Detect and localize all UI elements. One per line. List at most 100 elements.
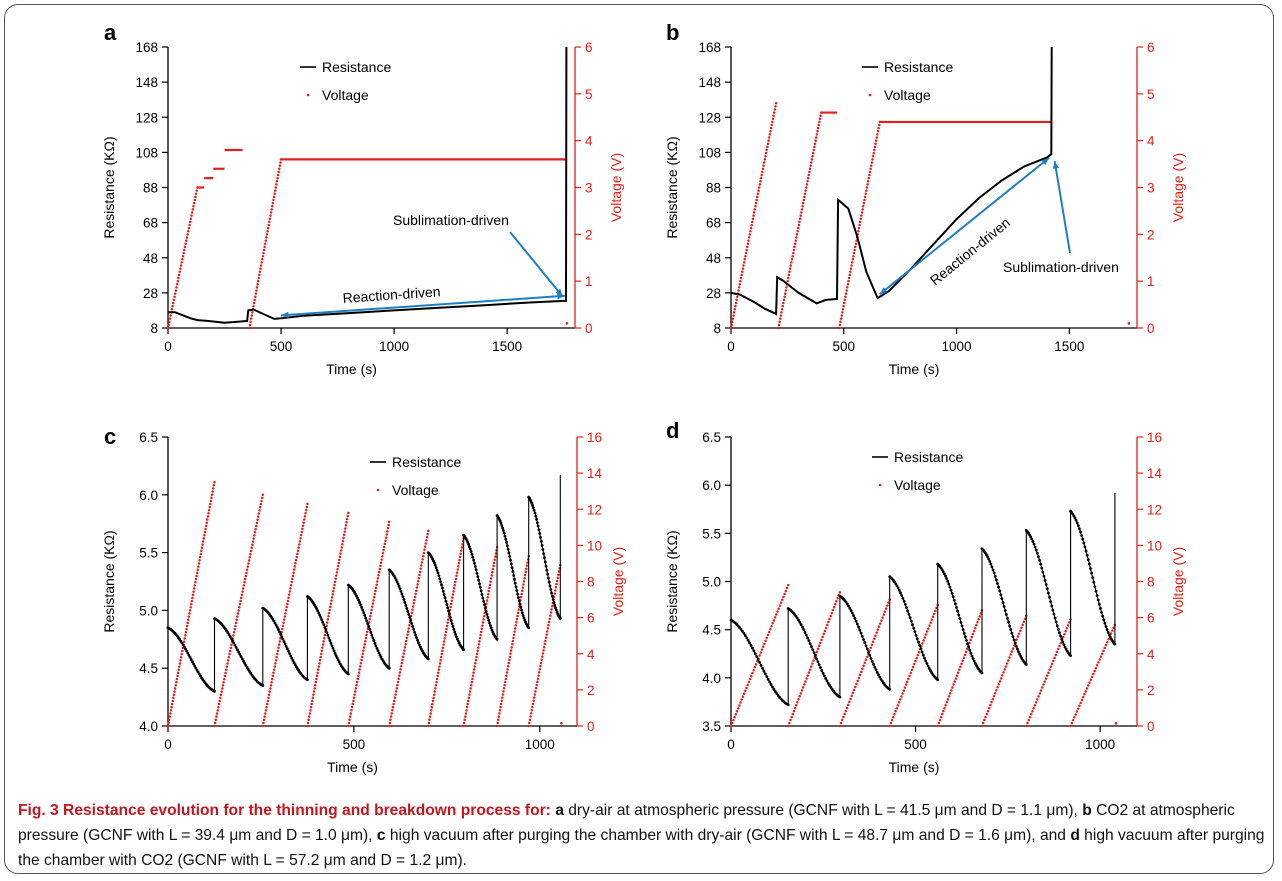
- caption-text-d: high vacuum after purging the chamber wi…: [18, 827, 1265, 869]
- voltage-ramp-c: [407, 627, 411, 630]
- voltage-ramp-d: [975, 623, 978, 627]
- voltage-ramp-b: [782, 298, 786, 302]
- voltage-ramp-b: [802, 198, 806, 202]
- voltage-ramp-d: [1095, 664, 1099, 667]
- y-axis-label-c: Resistance (KΩ): [101, 530, 117, 632]
- voltage-ramp-c: [304, 511, 307, 515]
- voltage-ramp-c: [505, 671, 509, 674]
- voltage-ramp-d: [942, 709, 945, 713]
- voltage-ramp-d: [1042, 683, 1045, 686]
- voltage-ramp-c: [368, 617, 371, 621]
- voltage-ramp-c: [196, 568, 200, 571]
- voltage-ramp-d: [960, 662, 963, 666]
- voltage-ramp-d: [973, 626, 977, 630]
- x-tick-label-b: 500: [833, 339, 856, 354]
- voltage-ramp-c: [341, 542, 344, 546]
- voltage-ramp-c: [218, 699, 221, 703]
- voltage-ramp-b: [748, 233, 752, 236]
- voltage-ramp-b: [816, 126, 820, 130]
- voltage-ramp-a: [256, 283, 259, 286]
- voltage-ramp-b: [766, 142, 770, 146]
- voltage-ramp-d: [759, 651, 763, 654]
- sublimation-arrow-a-head: [555, 288, 563, 297]
- voltage-ramp-d: [996, 686, 999, 689]
- voltage-ramp-b: [813, 145, 816, 149]
- voltage-ramp-b: [866, 180, 870, 183]
- voltage-ramp-c: [555, 582, 558, 586]
- y2-tick-label-d: 14: [1147, 466, 1163, 481]
- voltage-ramp-c: [318, 658, 322, 662]
- voltage-ramp-c: [432, 696, 435, 700]
- voltage-ramp-c: [526, 561, 529, 564]
- voltage-ramp-d: [734, 713, 738, 716]
- voltage-ramp-c: [429, 712, 432, 715]
- voltage-ramp-c: [382, 548, 385, 552]
- voltage-ramp-c: [428, 718, 431, 721]
- voltage-ramp-d: [956, 671, 960, 674]
- voltage-ramp-a: [185, 236, 189, 239]
- voltage-ramp-c: [187, 615, 191, 618]
- voltage-ramp-b: [808, 170, 811, 174]
- voltage-ramp-b: [799, 214, 802, 217]
- voltage-ramp-c: [530, 708, 534, 712]
- voltage-ramp-c: [372, 599, 375, 602]
- voltage-ramp-a: [275, 180, 279, 183]
- voltage-ramp-d: [1002, 671, 1005, 674]
- voltage-ramp-b: [814, 139, 817, 142]
- voltage-ramp-b: [863, 198, 866, 202]
- voltage-ramp-c: [390, 712, 394, 715]
- voltage-ramp-b: [792, 248, 796, 252]
- voltage-ramp-c: [442, 643, 445, 646]
- voltage-ramp-d: [875, 631, 878, 634]
- voltage-ramp-c: [354, 690, 357, 693]
- voltage-ramp-b: [798, 217, 802, 220]
- voltage-ramp-c: [181, 649, 184, 653]
- voltage-ramp-b: [811, 151, 815, 155]
- voltage-ramp-c: [372, 596, 376, 599]
- voltage-ramp-c: [330, 596, 334, 599]
- voltage-ramp-c: [384, 539, 387, 542]
- voltage-ramp-d: [827, 620, 830, 624]
- voltage-ramp-c: [396, 680, 400, 684]
- voltage-ramp-c: [315, 677, 318, 681]
- voltage-ramp-d: [989, 703, 992, 707]
- y2-tick-label-c: 4: [587, 647, 595, 662]
- voltage-ramp-c: [183, 637, 186, 640]
- voltage-ramp-c: [294, 562, 297, 565]
- voltage-ramp-c: [253, 534, 256, 537]
- voltage-ramp-c: [247, 562, 250, 565]
- voltage-ramp-c: [322, 640, 325, 643]
- voltage-ramp-c: [276, 652, 279, 656]
- voltage-ramp-b: [818, 120, 821, 124]
- voltage-ramp-c: [381, 555, 384, 558]
- voltage-ramp-a: [254, 295, 257, 299]
- voltage-ramp-c: [359, 661, 363, 665]
- voltage-ramp-c: [438, 665, 441, 668]
- y-tick-label-a: 108: [135, 145, 158, 160]
- voltage-ramp-d: [894, 709, 897, 713]
- voltage-ramp-c: [340, 546, 343, 549]
- voltage-ramp-b: [860, 211, 864, 214]
- voltage-ramp-b: [800, 211, 803, 214]
- voltage-ramp-d: [1016, 635, 1020, 638]
- voltage-ramp-d: [1001, 674, 1004, 677]
- voltage-ramp-c: [524, 570, 527, 574]
- voltage-ramp-c: [504, 677, 508, 681]
- voltage-ramp-d: [887, 601, 890, 604]
- voltage-ramp-c: [280, 630, 283, 634]
- voltage-ramp-d: [1041, 686, 1044, 689]
- voltage-ramp-d: [741, 695, 745, 698]
- voltage-ramp-c: [338, 558, 341, 562]
- legend-label-voltage-a: Voltage: [322, 87, 369, 103]
- voltage-ramp-c: [469, 683, 473, 687]
- voltage-ramp-c: [481, 621, 485, 624]
- voltage-ramp-c: [241, 587, 245, 590]
- voltage-ramp-b: [739, 279, 742, 283]
- voltage-ramp-c: [440, 652, 444, 656]
- voltage-ramp-b: [733, 308, 737, 311]
- voltage-ramp-d: [1081, 695, 1085, 699]
- voltage-ramp-b: [761, 170, 764, 174]
- voltage-ramp-d: [1059, 641, 1062, 645]
- voltage-ramp-c: [258, 506, 262, 509]
- voltage-ramp-b: [736, 295, 739, 299]
